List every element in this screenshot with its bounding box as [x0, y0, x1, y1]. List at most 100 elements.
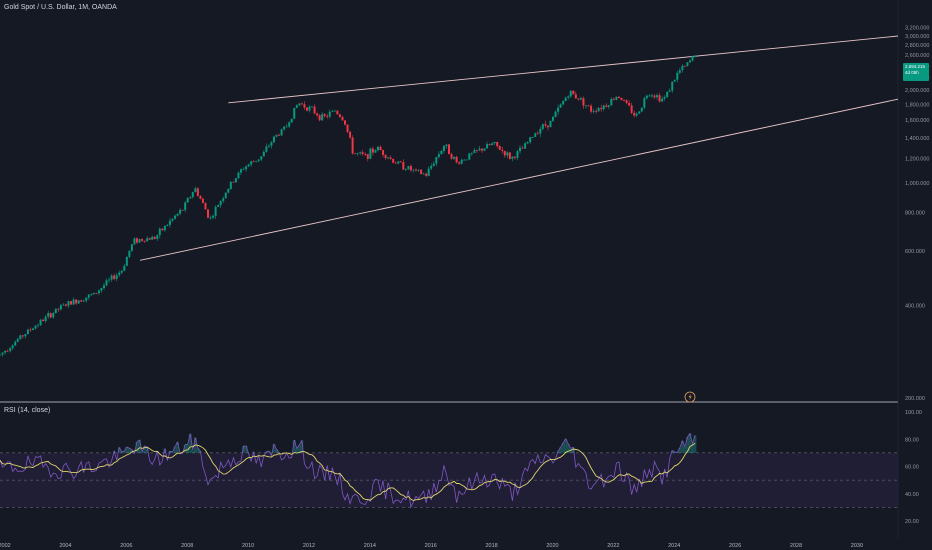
candle-body [288, 122, 291, 127]
candle-body [559, 104, 562, 108]
candle-body [356, 153, 359, 154]
candle-body [656, 95, 659, 98]
lightning-icon[interactable] [684, 391, 696, 403]
candle-body [62, 304, 65, 306]
candle-body [473, 150, 476, 153]
candle-body [250, 161, 253, 165]
candle-body [536, 133, 539, 135]
rsi-overbought-fill [683, 446, 687, 453]
price-tick-label: 3,200.000 [905, 25, 929, 31]
candle-body [427, 168, 430, 176]
candle-body [333, 110, 336, 112]
candle-body [463, 159, 466, 161]
candle-body [612, 98, 615, 100]
gridlines [0, 0, 899, 538]
candle-body [661, 98, 664, 102]
channel-lower-line [139, 98, 899, 261]
candle-body [554, 111, 557, 117]
rsi-overbought-fill [678, 447, 682, 453]
candle-body [298, 103, 301, 106]
candle-body [118, 272, 121, 276]
candle-body [100, 288, 103, 291]
candle-body [610, 98, 613, 106]
candle-body [247, 164, 250, 167]
rsi-overbought-fill [691, 443, 694, 453]
candle-body [90, 294, 93, 296]
rsi-tick-label: 20.00 [905, 519, 919, 525]
candle-body [123, 265, 126, 271]
time-tick-label: 2030 [851, 543, 863, 549]
candle-body [671, 81, 674, 91]
candle-body [470, 152, 473, 154]
candle-body [181, 209, 184, 211]
candle-body [125, 256, 128, 266]
candle-body [415, 169, 418, 171]
candle-body [524, 143, 527, 149]
candle-body [346, 124, 349, 132]
rsi-overbought-fill [242, 445, 245, 453]
candle-body [681, 65, 684, 71]
rsi-overbought-fill [297, 445, 301, 453]
rsi-overbought-fill [176, 442, 179, 453]
candle-body [85, 297, 88, 301]
rsi-tick-label: 40.00 [905, 492, 919, 498]
candle-body [349, 131, 352, 138]
candle-body [521, 147, 524, 149]
candle-body [295, 105, 298, 108]
candle-body [163, 225, 166, 231]
candle-body [668, 90, 671, 92]
candle-body [465, 159, 468, 161]
candle-body [440, 150, 443, 155]
last-price-value: 2,694.215 [905, 64, 926, 69]
candle-body [257, 159, 260, 161]
bar-countdown: 4d 05h [905, 69, 919, 75]
trend-channel [139, 35, 899, 261]
candle-body [217, 205, 220, 208]
candle-body [430, 165, 433, 169]
rsi-overbought-fill [244, 445, 248, 453]
rsi-overbought-fill [183, 444, 187, 453]
candle-body [184, 202, 187, 211]
candle-body [237, 172, 240, 179]
candle-body [280, 129, 283, 136]
candle-body [313, 106, 316, 114]
candle-body [196, 188, 199, 197]
candle-body [318, 115, 321, 121]
candle-body [620, 97, 623, 101]
candle-body [402, 162, 405, 170]
candle-body [151, 236, 154, 240]
candle-body [623, 100, 626, 101]
candle-body [0, 354, 1, 356]
candle-body [343, 120, 346, 125]
channel-upper-line [228, 35, 899, 104]
candle-body [577, 98, 580, 100]
candle-body [305, 107, 308, 111]
candle-body [113, 275, 116, 279]
candle-body [336, 110, 339, 115]
candle-body [278, 134, 281, 136]
rsi-overbought-fill [693, 435, 697, 453]
time-tick-label: 2018 [485, 543, 497, 549]
candle-body [425, 173, 428, 176]
candle-body [326, 115, 329, 117]
candle-body [389, 157, 392, 159]
candle-body [9, 348, 12, 352]
candle-body [283, 126, 286, 130]
candle-body [584, 105, 587, 107]
rsi-overbought-fill [188, 433, 192, 453]
candle-body [648, 95, 651, 97]
candle-body [11, 345, 14, 349]
candle-body [39, 319, 42, 326]
candle-body [341, 116, 344, 121]
price-tick-label: 200.000 [905, 396, 925, 402]
candle-body [168, 220, 171, 225]
candle-body [645, 95, 648, 99]
candle-body [569, 90, 572, 97]
candle-body [534, 133, 537, 137]
rsi-overbought-fill [143, 445, 146, 453]
candle-body [531, 136, 534, 138]
rsi-overbought-fill [191, 450, 195, 453]
candle-body [323, 114, 326, 116]
candle-body [491, 143, 494, 146]
